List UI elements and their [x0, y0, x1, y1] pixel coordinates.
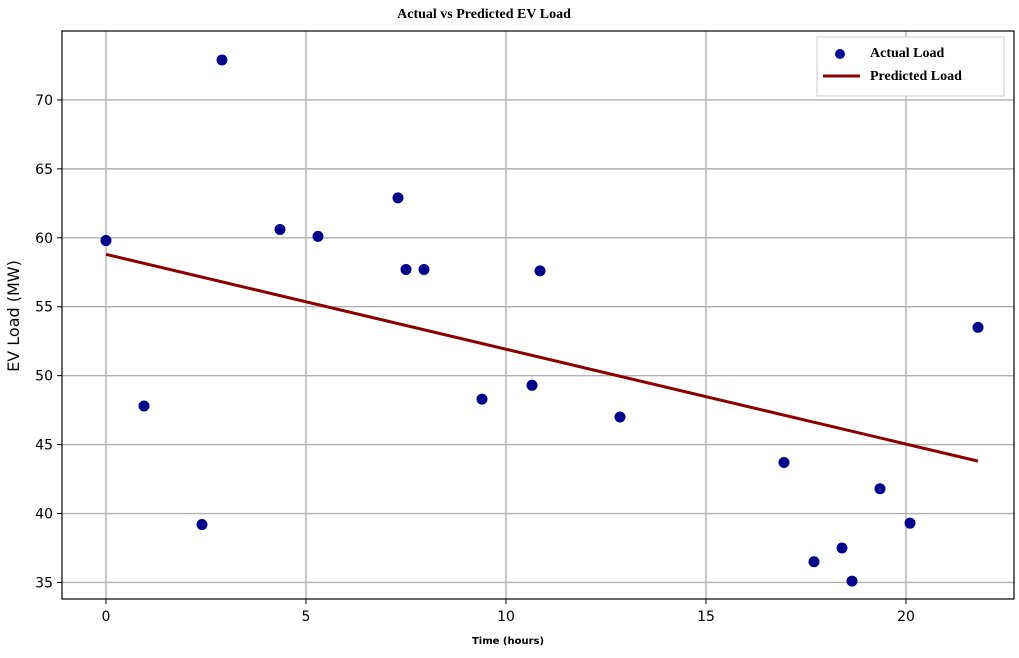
actual-load-point: [274, 224, 286, 236]
x-tick-label: 15: [697, 609, 715, 625]
actual-load-point: [400, 264, 412, 276]
actual-load-point: [392, 192, 404, 204]
y-axis-label: EV Load (MW): [4, 260, 23, 372]
x-tick-label: 20: [897, 609, 915, 625]
actual-load-point: [904, 517, 916, 529]
actual-load-point: [476, 393, 488, 405]
actual-load-point: [846, 575, 858, 587]
y-tick-label: 55: [35, 300, 53, 316]
x-axis-label: Time (hours): [472, 636, 544, 647]
actual-load-point: [614, 411, 626, 423]
actual-load-point: [778, 457, 790, 469]
x-tick-label: 10: [497, 609, 515, 625]
actual-load-point: [312, 230, 324, 242]
predicted-load-line-layer: [105, 252, 979, 463]
y-tick-label: 40: [35, 507, 53, 523]
x-tick-label: 5: [302, 609, 311, 625]
y-tick-label: 60: [35, 231, 53, 247]
actual-load-point: [196, 519, 208, 531]
y-tick-label: 45: [35, 438, 53, 454]
y-tick-label: 35: [35, 575, 53, 591]
legend-label-predicted-load: Predicted Load: [870, 69, 962, 84]
legend-label-actual-load: Actual Load: [870, 46, 945, 61]
legend-marker-actual-load: [835, 49, 845, 59]
actual-load-point: [216, 54, 228, 66]
chart-title: Actual vs Predicted EV Load: [397, 7, 571, 22]
actual-load-point: [972, 321, 984, 333]
x-axis-ticks: 0 5 10 15 20: [102, 599, 915, 625]
grid-lines: [62, 31, 1014, 599]
actual-load-point: [418, 264, 430, 276]
predicted-load-line: [105, 252, 979, 463]
y-tick-label: 50: [35, 369, 53, 385]
actual-load-points: [100, 54, 984, 587]
plot-frame: [61, 30, 1015, 600]
actual-load-point: [874, 483, 886, 495]
actual-load-point: [526, 379, 538, 391]
actual-load-point: [836, 542, 848, 554]
actual-load-point: [808, 556, 820, 568]
x-tick-label: 0: [102, 609, 111, 625]
legend-box: [816, 36, 1005, 97]
actual-load-point: [534, 265, 546, 277]
y-axis-ticks: 35 40 45 50 55 60 65 70: [35, 93, 62, 591]
actual-load-point: [100, 235, 112, 247]
y-tick-label: 70: [35, 93, 53, 109]
y-tick-label: 65: [35, 162, 53, 178]
actual-load-point: [138, 400, 150, 412]
legend: Actual Load Predicted Load: [816, 36, 1005, 97]
